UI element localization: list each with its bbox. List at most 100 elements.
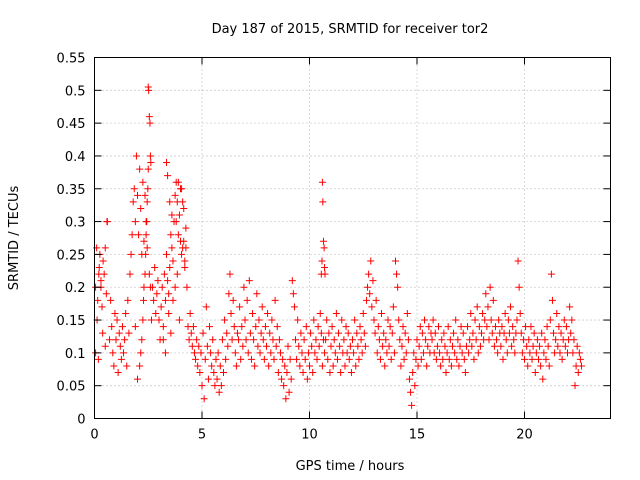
data-point <box>424 342 432 350</box>
y-tick-label: 0.2 <box>65 281 86 296</box>
data-point <box>319 198 327 206</box>
data-point <box>197 349 205 357</box>
data-point <box>287 375 295 383</box>
data-point <box>553 309 561 317</box>
data-point <box>307 329 315 337</box>
data-point <box>413 336 421 344</box>
data-point <box>99 329 107 337</box>
data-point <box>220 369 227 377</box>
data-point <box>416 323 424 331</box>
data-point <box>354 342 362 350</box>
data-point <box>327 342 335 350</box>
y-tick-label: 0 <box>77 413 85 428</box>
data-point <box>301 355 309 363</box>
data-point <box>368 303 376 311</box>
data-point <box>136 362 144 370</box>
data-point <box>509 323 517 331</box>
data-point <box>288 277 296 285</box>
data-point <box>574 369 582 377</box>
data-point <box>152 309 160 317</box>
data-point <box>504 316 512 324</box>
data-point <box>526 349 534 357</box>
data-point <box>222 355 230 363</box>
data-point <box>164 172 172 180</box>
data-point <box>345 355 353 363</box>
data-point <box>174 178 182 186</box>
data-point <box>265 362 273 370</box>
y-tick-label: 0.35 <box>57 183 86 198</box>
data-point <box>394 283 402 291</box>
data-point <box>204 375 212 383</box>
data-point <box>253 290 261 298</box>
data-point <box>417 355 425 363</box>
data-point <box>167 329 175 337</box>
data-point <box>442 369 450 377</box>
data-point <box>367 257 375 265</box>
data-point <box>306 362 313 370</box>
data-point <box>284 342 292 350</box>
data-point <box>344 329 352 337</box>
data-point <box>298 349 306 357</box>
data-point <box>532 349 540 357</box>
data-point <box>528 355 536 363</box>
data-point <box>223 329 231 337</box>
data-point <box>405 375 413 383</box>
data-point <box>215 388 223 396</box>
data-point <box>97 277 105 285</box>
data-point <box>168 244 176 252</box>
data-point <box>213 375 221 383</box>
data-point <box>321 264 329 272</box>
data-point <box>318 257 326 265</box>
data-point <box>144 165 152 173</box>
data-point <box>153 290 161 298</box>
data-point <box>401 329 409 337</box>
data-point <box>255 316 263 324</box>
data-point <box>428 336 436 344</box>
data-point <box>273 323 281 331</box>
data-point <box>452 316 460 324</box>
data-point <box>249 309 257 317</box>
data-point <box>311 349 319 357</box>
data-point <box>141 191 149 199</box>
data-point <box>328 323 336 331</box>
data-point <box>145 86 153 94</box>
data-point <box>446 336 454 344</box>
data-point <box>274 369 282 377</box>
data-point <box>260 355 268 363</box>
data-point <box>111 309 119 317</box>
x-tick-label: 0 <box>90 428 98 443</box>
data-point <box>561 342 569 350</box>
data-point <box>292 336 300 344</box>
data-point <box>140 296 148 304</box>
data-point <box>388 329 396 337</box>
y-tick-label: 0.55 <box>57 52 86 67</box>
data-point <box>555 323 563 331</box>
data-point <box>527 323 535 331</box>
data-point <box>343 349 351 357</box>
data-point <box>317 270 325 278</box>
data-point <box>122 309 130 317</box>
data-point <box>408 401 416 409</box>
data-point <box>313 355 321 363</box>
data-point <box>484 303 492 311</box>
data-point <box>95 264 103 272</box>
data-point <box>567 329 575 337</box>
data-point <box>530 329 538 337</box>
data-point <box>482 290 490 298</box>
data-point <box>155 316 163 324</box>
data-point <box>507 303 515 311</box>
data-point <box>302 323 310 331</box>
data-point <box>438 336 446 344</box>
data-point <box>304 349 312 357</box>
data-point <box>140 283 148 291</box>
data-point <box>524 362 532 370</box>
data-point <box>448 342 456 350</box>
data-point <box>202 303 210 311</box>
data-point <box>102 290 110 298</box>
data-point <box>129 198 137 206</box>
data-point <box>187 329 195 337</box>
x-tick-label: 20 <box>516 428 533 443</box>
data-point <box>195 342 203 350</box>
data-point <box>575 349 583 357</box>
